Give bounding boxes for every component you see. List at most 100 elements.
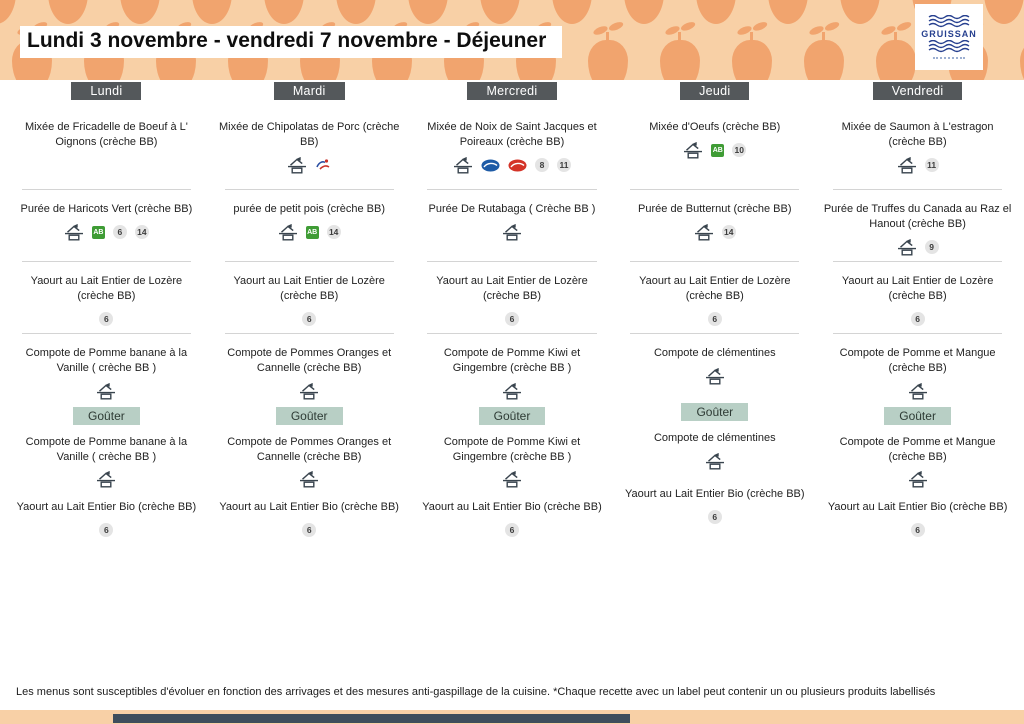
menu-item: Yaourt au Lait Entier de Lozère (crèche … [819, 262, 1016, 334]
footer-note: Les menus sont susceptibles d'évoluer en… [16, 686, 936, 698]
label-icon-row [908, 382, 928, 400]
day-header-lundi: Lundi [71, 82, 142, 100]
pear-shape [768, 0, 808, 24]
label-icon-row: 8 11 [453, 156, 571, 174]
menu-item: Yaourt au Lait Entier Bio (crèche BB) 6 [616, 479, 813, 529]
menu-item-text: Mixée d'Oeufs (crèche BB) [649, 121, 781, 133]
menu-item: Mixée de Chipolatas de Porc (crèche BB) [211, 104, 408, 190]
gouter-label: Goûter [73, 406, 140, 425]
menu-item-text: Purée de Truffes du Canada au Raz el Han… [823, 203, 1012, 230]
menu-item: Compote de Pomme et Mangue (crèche BB) [819, 427, 1016, 493]
gouter-label-wrap: Goûter [414, 406, 611, 425]
label-icon-row [299, 382, 319, 400]
fait-maison-icon [278, 223, 297, 241]
label-icon-row: 6 [504, 522, 519, 538]
label-icon-row: AB 10 [683, 141, 747, 159]
allergen-badge: 10 [732, 143, 747, 158]
fait-maison-icon [705, 367, 724, 385]
label-icon-row: 6 [99, 311, 114, 327]
label-icon-row: 6 [707, 311, 722, 327]
day-column-mercredi: Mixée de Noix de Saint Jacques et Poirea… [414, 104, 611, 542]
label-icon-row: 11 [897, 156, 939, 174]
day-header-vendredi: Vendredi [872, 82, 963, 100]
label-icon-row [96, 382, 116, 400]
menu-item-text: Compote de Pomme banane à la Vanille ( c… [25, 347, 188, 374]
pear-shape [624, 0, 664, 24]
gouter-label: Goûter [884, 406, 951, 425]
bio-ab-icon: AB [305, 225, 319, 239]
waves-icon [928, 40, 970, 53]
menu-item-text: Compote de clémentines [653, 432, 776, 444]
fait-maison-icon [694, 223, 713, 241]
menu-item-text: Compote de Pomme Kiwi et Gingembre (crèc… [443, 435, 581, 463]
pear-shape [552, 0, 592, 24]
menu-item: Compote de Pomme banane à la Vanille ( c… [8, 427, 205, 493]
day-header-mardi: Mardi [273, 82, 345, 100]
menu-item: Compote de Pomme Kiwi et Gingembre (crèc… [414, 427, 611, 493]
menu-item: Compote de Pommes Oranges et Cannelle (c… [211, 427, 408, 493]
menu-item: Yaourt au Lait Entier Bio (crèche BB) 6 [8, 492, 205, 542]
allergen-badge: 14 [134, 225, 149, 240]
menu-item: Compote de clémentines [616, 423, 813, 479]
label-icon-row [908, 471, 928, 488]
menu-item: Purée de Haricots Vert (crèche BB) AB 6 14 [8, 190, 205, 262]
menu-item-text: Mixée de Fricadelle de Boeuf à L' Oignon… [24, 121, 188, 148]
menu-item-text: Compote de Pomme et Mangue (crèche BB) [839, 435, 996, 463]
menu-item: Purée De Rutabaga ( Crèche BB ) [414, 190, 611, 262]
fait-maison-icon [897, 156, 916, 174]
fait-maison-icon [502, 471, 521, 488]
logo-subtext [933, 57, 965, 59]
pear-shape [804, 32, 844, 80]
menu-item-text: Yaourt au Lait Entier de Lozère (crèche … [233, 275, 385, 302]
menu-item-text: Mixée de Chipolatas de Porc (crèche BB) [219, 121, 400, 148]
fait-maison-icon [502, 223, 521, 241]
menu-item: Compote de clémentines [616, 334, 813, 400]
day-headers-row: Lundi Mardi Mercredi Jeudi Vendredi [0, 82, 1024, 100]
pear-shape [192, 0, 232, 24]
pear-shape [696, 0, 736, 24]
pear-shape [660, 32, 700, 80]
menu-item: Yaourt au Lait Entier Bio (crèche BB) 6 [414, 492, 611, 542]
day-column-vendredi: Mixée de Saumon à L'estragon (crèche BB)… [819, 104, 1016, 542]
label-icon-row [502, 382, 522, 400]
gouter-label: Goûter [478, 406, 546, 425]
menu-item: Purée de Truffes du Canada au Raz el Han… [819, 190, 1016, 262]
menu-item: Compote de Pomme et Mangue (crèche BB) [819, 334, 1016, 404]
menu-item: Yaourt au Lait Entier Bio (crèche BB) 6 [819, 492, 1016, 542]
pear-shape [732, 32, 772, 80]
menu-item: Yaourt au Lait Entier Bio (crèche BB) 6 [211, 492, 408, 542]
menu-grid: Mixée de Fricadelle de Boeuf à L' Oignon… [0, 104, 1024, 542]
pavillon-france-icon [481, 159, 500, 172]
label-icon-row: AB 6 14 [64, 223, 149, 241]
pear-shape [1020, 40, 1024, 80]
menu-item-text: Purée de Butternut (crèche BB) [638, 203, 792, 215]
pear-shape [264, 0, 304, 24]
menu-item-text: Yaourt au Lait Entier Bio (crèche BB) [827, 501, 1008, 514]
peche-francaise-icon [508, 159, 527, 172]
day-column-mardi: Mixée de Chipolatas de Porc (crèche BB) p… [211, 104, 408, 542]
waves-icon [928, 15, 970, 28]
bio-ab-icon: AB [91, 225, 105, 239]
label-icon-row [299, 471, 319, 488]
fait-maison-icon [300, 471, 319, 488]
menu-item: Yaourt au Lait Entier de Lozère (crèche … [211, 262, 408, 334]
menu-item-text: Yaourt au Lait Entier Bio (crèche BB) [422, 501, 602, 514]
page-title: Lundi 3 novembre - vendredi 7 novembre -… [20, 26, 563, 58]
label-icon-row [502, 471, 522, 488]
day-header-cell: Mardi [211, 82, 408, 100]
gouter-label: Goûter [275, 406, 343, 425]
label-icon-row [705, 367, 725, 385]
pear-shape [120, 0, 160, 24]
menu-item-text: Compote de Pomme banane à la Vanille ( c… [25, 435, 188, 463]
day-header-cell: Lundi [8, 82, 205, 100]
menu-item: Yaourt au Lait Entier de Lozère (crèche … [8, 262, 205, 334]
allergen-badge: 6 [707, 311, 722, 326]
bio-ab-icon: AB [711, 143, 725, 157]
pear-shape [480, 0, 520, 24]
menu-item: Compote de Pomme banane à la Vanille ( c… [8, 334, 205, 404]
menu-item-text: Purée de Haricots Vert (crèche BB) [20, 203, 193, 215]
label-icon-row: 6 [910, 311, 925, 327]
label-icon-row [502, 223, 522, 241]
fait-maison-icon [64, 223, 83, 241]
menu-item: Compote de Pomme Kiwi et Gingembre (crèc… [414, 334, 611, 404]
